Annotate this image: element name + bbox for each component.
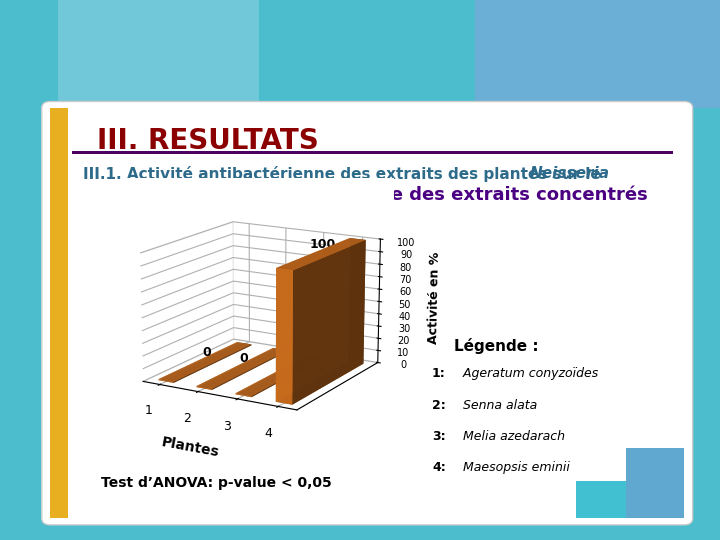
Text: Ageratum conyzoïdes: Ageratum conyzoïdes — [459, 367, 598, 380]
Bar — [626, 448, 684, 518]
Bar — [576, 481, 684, 518]
FancyBboxPatch shape — [42, 102, 693, 525]
Bar — [50, 108, 68, 518]
Text: Test d’ANOVA: p-value < 0,05: Test d’ANOVA: p-value < 0,05 — [101, 476, 331, 490]
Text: 1° Activité antibactérienne des extraits concentrés: 1° Activité antibactérienne des extraits… — [130, 186, 647, 204]
Text: 3:: 3: — [432, 430, 446, 443]
Bar — [58, 0, 259, 108]
Text: Neisseria: Neisseria — [529, 166, 609, 181]
Text: 4:: 4: — [432, 461, 446, 474]
Bar — [475, 0, 720, 108]
Text: Maesopsis eminii: Maesopsis eminii — [459, 461, 570, 474]
Bar — [72, 151, 673, 154]
Text: Melia azedarach: Melia azedarach — [459, 430, 564, 443]
Bar — [259, 0, 475, 108]
X-axis label: Plantes: Plantes — [160, 435, 220, 460]
Text: 2:: 2: — [432, 399, 446, 411]
Text: Senna alata: Senna alata — [459, 399, 537, 411]
Text: Légende :: Légende : — [454, 338, 539, 354]
Text: III.1. Activité antibactérienne des extraits des plantes sur le: III.1. Activité antibactérienne des extr… — [83, 166, 606, 182]
Text: III. RESULTATS: III. RESULTATS — [97, 127, 319, 155]
Text: 1:: 1: — [432, 367, 446, 380]
